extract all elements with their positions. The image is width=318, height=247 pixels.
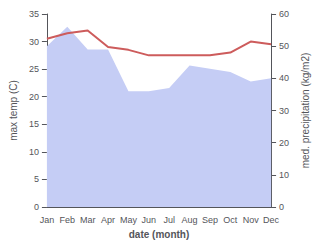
svg-text:Feb: Feb [60,215,76,225]
svg-text:May: May [120,215,138,225]
svg-text:25: 25 [29,64,39,74]
svg-text:Jan: Jan [40,215,55,225]
svg-text:20: 20 [29,92,39,102]
svg-text:Nov: Nov [243,215,260,225]
svg-text:Oct: Oct [223,215,238,225]
svg-text:Dec: Dec [263,215,280,225]
svg-text:10: 10 [29,147,39,157]
svg-text:Apr: Apr [101,215,115,225]
svg-text:30: 30 [29,37,39,47]
svg-text:50: 50 [279,41,289,51]
svg-text:60: 60 [279,9,289,19]
svg-text:max temp (C): max temp (C) [8,80,19,141]
svg-text:10: 10 [279,170,289,180]
svg-text:Jun: Jun [142,215,157,225]
svg-text:30: 30 [279,106,289,116]
svg-text:Mar: Mar [80,215,96,225]
svg-text:med. precipitation (kg/m2): med. precipitation (kg/m2) [300,53,311,169]
svg-text:Sep: Sep [202,215,218,225]
svg-text:35: 35 [29,9,39,19]
svg-text:40: 40 [279,73,289,83]
svg-text:15: 15 [29,119,39,129]
svg-text:Jul: Jul [163,215,175,225]
svg-text:0: 0 [279,202,284,212]
svg-text:Aug: Aug [182,215,198,225]
svg-text:5: 5 [34,174,39,184]
svg-text:0: 0 [34,202,39,212]
svg-text:date (month): date (month) [129,229,190,240]
svg-text:20: 20 [279,138,289,148]
